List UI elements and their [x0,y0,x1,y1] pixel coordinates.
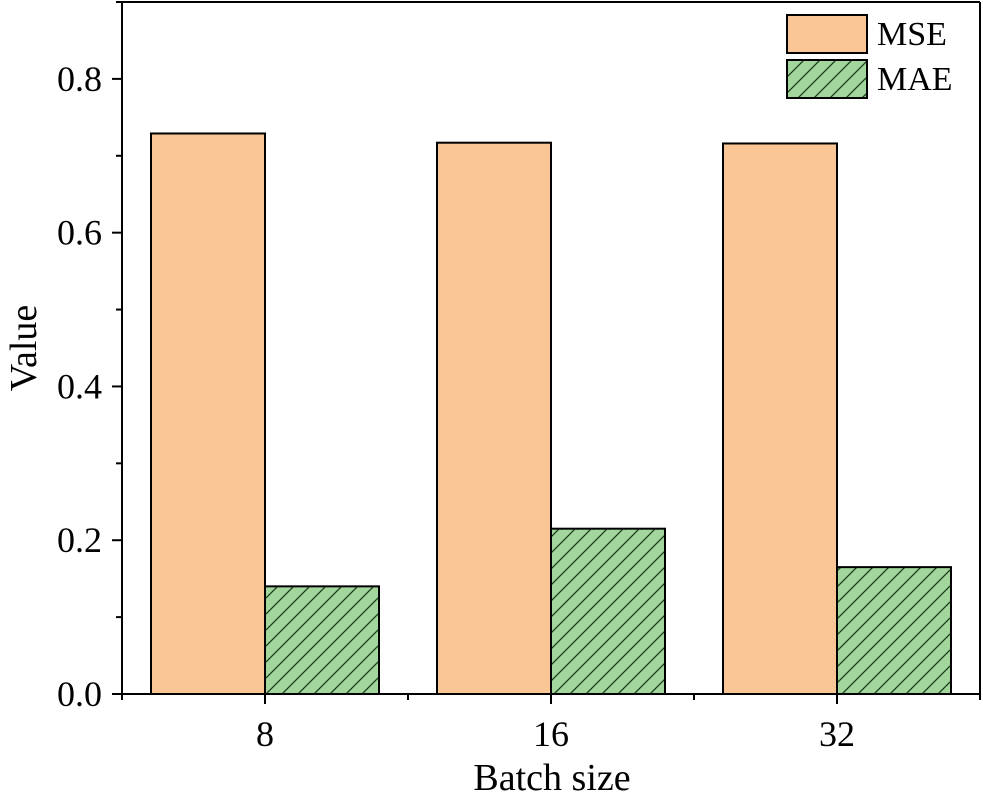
bar-mae-16 [550,527,666,696]
bars-group [150,132,952,696]
y-tick-label-0.4: 0.4 [57,366,102,406]
legend-swatch-mae [786,59,868,99]
bar-mse-32 [722,142,838,695]
legend-label-mse: MSE [877,16,947,53]
legend: MSE MAE [786,14,953,99]
y-axis-title: Value [3,305,45,392]
bar-mse-16 [436,141,552,695]
bar-mse-8 [150,132,266,696]
x-axis-title: Batch size [473,757,630,799]
legend-label-mae: MAE [877,61,953,98]
legend-swatch-mse [786,14,868,54]
x-tick-label-32: 32 [819,714,855,754]
y-tick-label-0.8: 0.8 [57,59,102,99]
y-tick-label-0.0: 0.0 [57,674,102,714]
bar-mae-32 [836,566,952,696]
axes-group: 0.0 0.2 0.4 0.6 0.8 8 16 32 [57,1,981,754]
x-tick-label-16: 16 [533,714,569,754]
x-tick-label-8: 8 [256,714,274,754]
y-tick-label-0.2: 0.2 [57,520,102,560]
y-tick-label-0.6: 0.6 [57,213,102,253]
bar-mae-8 [264,585,380,695]
